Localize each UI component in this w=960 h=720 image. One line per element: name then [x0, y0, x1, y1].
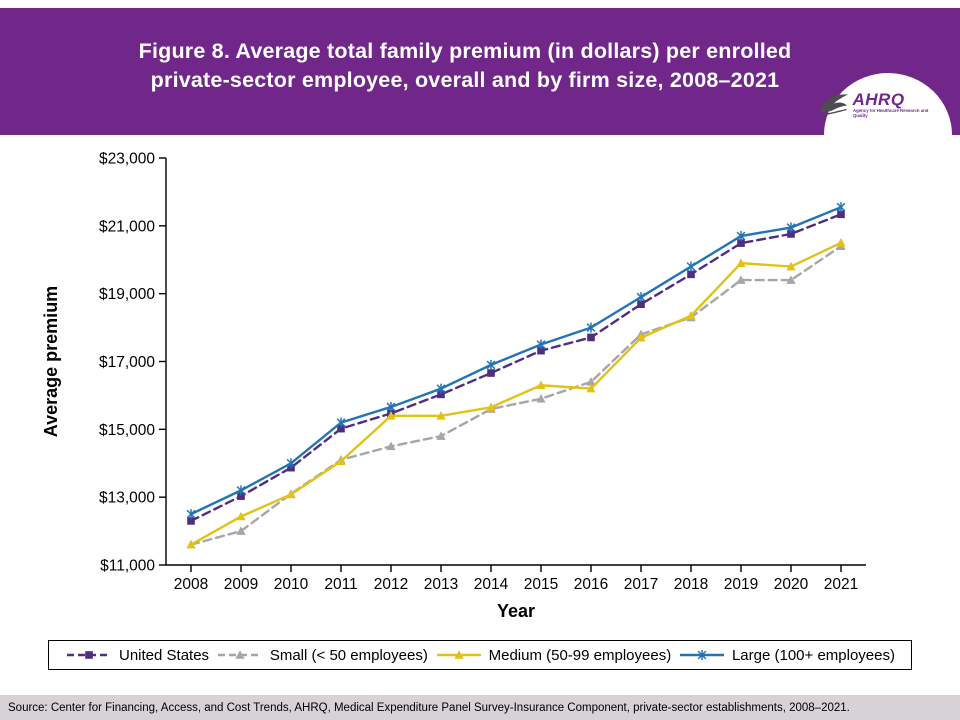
x-tick-label: 2014: [474, 576, 509, 593]
x-tick-label: 2011: [324, 576, 357, 593]
y-axis: $11,000 $13,000 $15,000 $17,000 $19,000 $21,0…: [99, 151, 166, 575]
y-tick-label: $23,000: [99, 151, 155, 168]
ahrq-wordmark: AHRQ: [852, 90, 905, 110]
legend-swatch-large-100-employees: [679, 650, 724, 660]
figure-title: Figure 8. Average total family premium (…: [0, 8, 960, 135]
legend-label: United States: [119, 646, 210, 664]
logo-text-block: AHRQ Agency for Healthcare Research and …: [853, 91, 960, 123]
legend-item-large-100-employees: Large (100+ employees): [678, 647, 895, 664]
x-tick-label: 2010: [274, 576, 309, 593]
x-tick-label: 2009: [224, 576, 258, 593]
x-tick-label: 2015: [524, 576, 558, 593]
figure-title-line-2: private-sector employee, overall and by …: [150, 67, 780, 92]
header-banner: Figure 8. Average total family premium (…: [0, 8, 960, 135]
premium-line-chart: $11,000 $13,000 $15,000 $17,000 $19,000 $21,0…: [41, 151, 866, 621]
x-tick-label: 2008: [174, 576, 208, 593]
x-tick-label: 2013: [424, 576, 458, 593]
x-tick-label: 2021: [824, 576, 858, 593]
x-tick-label: 2019: [724, 576, 758, 593]
y-axis-title: Average premium: [41, 286, 61, 437]
x-axis-title: Year: [497, 601, 535, 621]
figure-title-line-1: Figure 8. Average total family premium (…: [138, 38, 792, 63]
source-note: Source: Center for Financing, Access, an…: [0, 695, 960, 720]
x-tick-label: 2018: [674, 576, 708, 593]
series-medium-50-99-employees: [186, 237, 846, 549]
series-united-states: [187, 210, 845, 525]
y-tick-label: $15,000: [99, 422, 155, 439]
y-tick-label: $17,000: [99, 354, 155, 371]
legend-label: Medium (50-99 employees): [488, 646, 672, 664]
series-large-100-employees: [186, 202, 846, 520]
y-tick-label: $11,000: [100, 558, 155, 575]
ahrq-tagline: Agency for Healthcare Research and Quali…: [852, 109, 928, 119]
legend-label: Large (100+ employees): [731, 646, 895, 664]
legend-item-united-states: United States: [65, 647, 209, 664]
legend: United States Small (< 50 employees) Mediu…: [48, 640, 912, 670]
legend-label: Small (< 50 employees): [269, 646, 428, 664]
legend-swatch-small-50-employees: [217, 650, 262, 659]
y-tick-label: $21,000: [99, 218, 155, 235]
y-tick-label: $19,000: [99, 286, 155, 303]
x-axis: 2008 2009 2010 2011 2012 2013 2014 2015 2016 2017…: [174, 565, 858, 593]
x-tick-label: 2017: [624, 576, 658, 593]
x-tick-label: 2016: [574, 576, 608, 593]
x-tick-label: 2020: [774, 576, 809, 593]
legend-item-medium-50-99-employees: Medium (50-99 employees): [435, 646, 672, 664]
legend-item-small-50-employees: Small (< 50 employees): [216, 647, 428, 664]
legend-swatch-united-states: [67, 651, 111, 659]
y-tick-label: $13,000: [99, 490, 155, 507]
hhs-eagle-icon: [818, 91, 850, 123]
legend-swatch-medium-50-99-employees: [436, 650, 481, 659]
series-small-50-employees: [186, 241, 846, 549]
x-tick-label: 2012: [374, 576, 408, 593]
